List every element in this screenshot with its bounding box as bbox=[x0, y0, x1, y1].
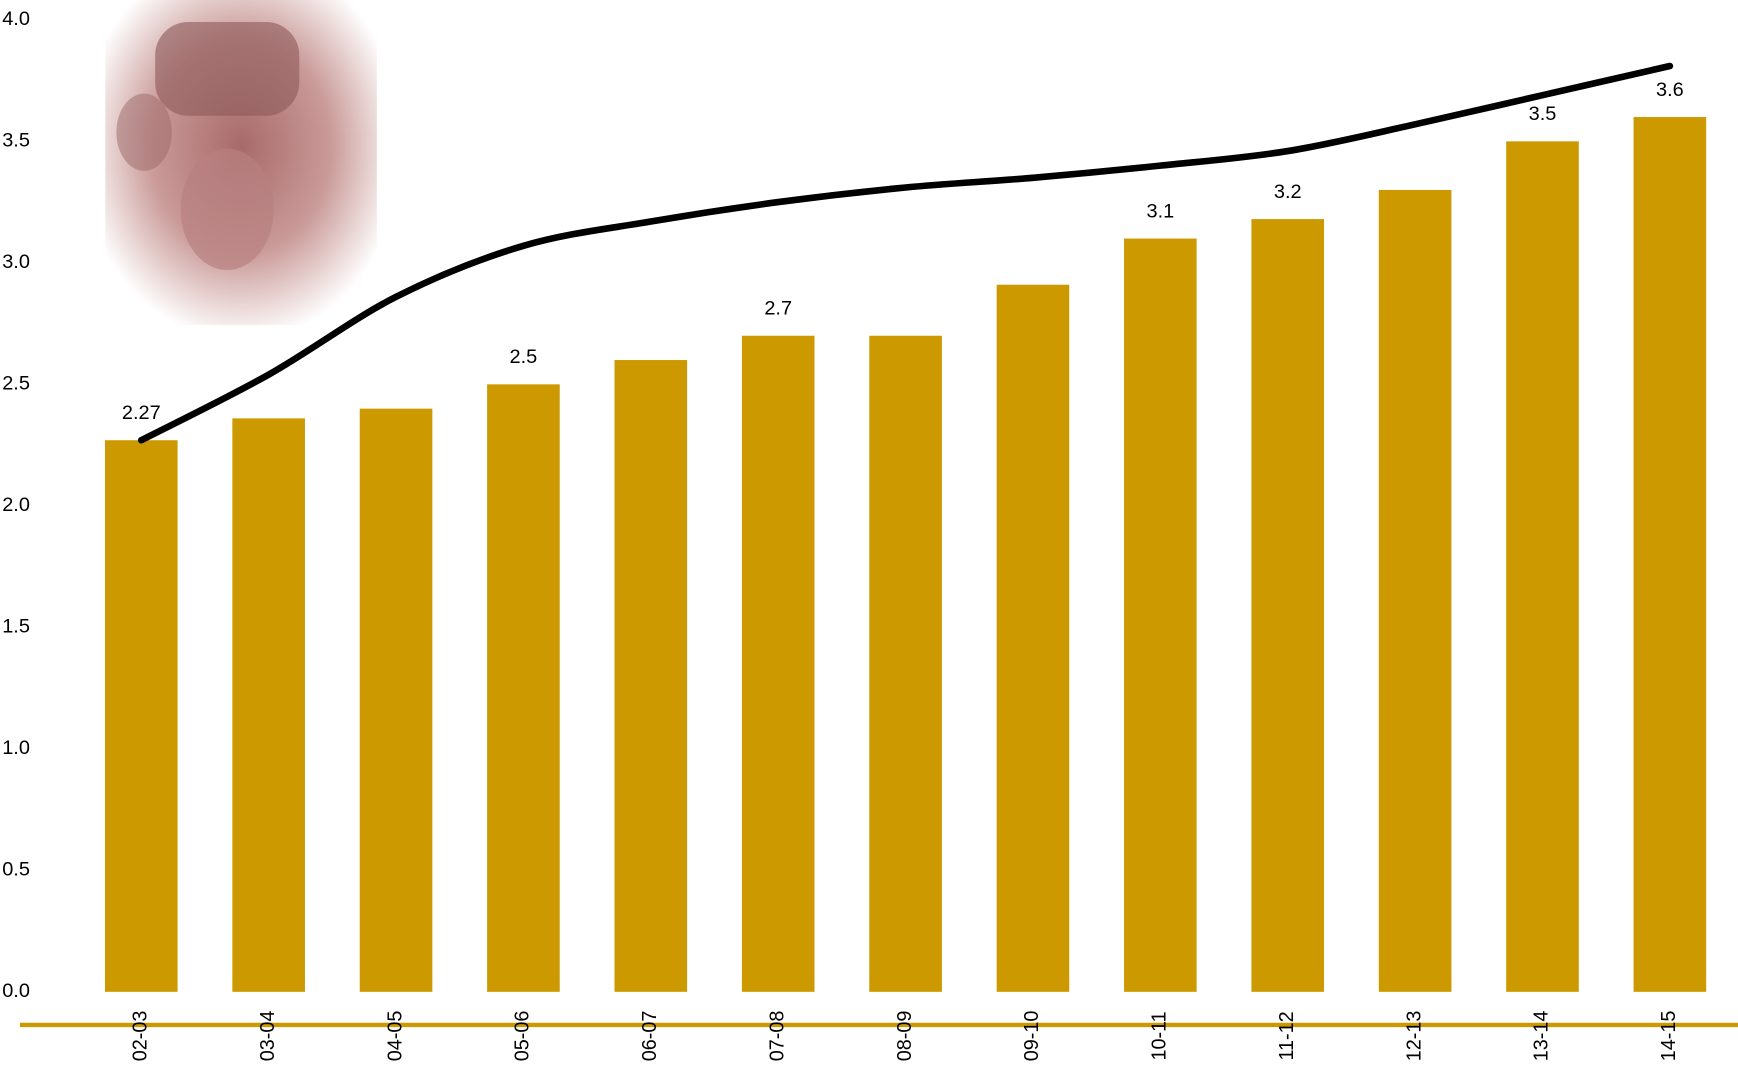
bar bbox=[741, 335, 815, 992]
y-tick-label: 3.0 bbox=[2, 251, 30, 273]
data-label: 3.5 bbox=[1529, 103, 1557, 125]
x-tick-label: 02-03 bbox=[129, 1011, 151, 1062]
bar bbox=[996, 284, 1070, 992]
y-tick-label: 1.5 bbox=[2, 616, 30, 638]
data-label: 2.5 bbox=[510, 346, 538, 368]
bar bbox=[1251, 219, 1325, 992]
x-tick-label: 12-13 bbox=[1403, 1011, 1425, 1062]
x-tick-label: 04-05 bbox=[384, 1011, 406, 1062]
bar bbox=[1633, 117, 1707, 992]
y-tick-label: 1.0 bbox=[2, 737, 30, 759]
bar bbox=[1506, 141, 1579, 992]
data-label: 3.6 bbox=[1656, 79, 1684, 101]
x-tick-label: 07-08 bbox=[766, 1011, 788, 1062]
bar bbox=[487, 384, 560, 992]
bar bbox=[232, 418, 305, 992]
bar bbox=[104, 440, 178, 992]
trend-line bbox=[137, 62, 1674, 444]
bar bbox=[1378, 189, 1452, 992]
x-tick-label: 09-10 bbox=[1021, 1011, 1043, 1062]
x-tick-label: 03-04 bbox=[257, 1011, 279, 1062]
photo-illustration bbox=[105, 0, 377, 326]
bar bbox=[1124, 238, 1197, 992]
x-tick-label: 05-06 bbox=[512, 1011, 534, 1062]
y-tick-label: 0.5 bbox=[2, 859, 30, 881]
data-label: 2.27 bbox=[122, 402, 161, 424]
bar bbox=[359, 408, 433, 992]
x-tick-label: 08-09 bbox=[894, 1011, 916, 1062]
bar bbox=[869, 335, 942, 992]
y-tick-label: 2.5 bbox=[2, 373, 30, 395]
y-tick-label: 3.5 bbox=[2, 130, 30, 152]
y-tick-label: 4.0 bbox=[2, 8, 30, 30]
data-label: 3.2 bbox=[1274, 181, 1302, 203]
x-tick-label: 14-15 bbox=[1658, 1011, 1680, 1062]
y-tick-label: 2.0 bbox=[2, 494, 30, 516]
x-tick-label: 11-12 bbox=[1276, 1011, 1298, 1060]
bar bbox=[614, 360, 688, 992]
x-tick-label: 10-11 bbox=[1149, 1011, 1171, 1060]
data-label: 3.1 bbox=[1146, 200, 1174, 222]
x-tick-label: 06-07 bbox=[639, 1011, 661, 1062]
y-tick-label: 0.0 bbox=[2, 980, 30, 1002]
x-tick-label: 13-14 bbox=[1531, 1011, 1553, 1062]
data-label: 2.7 bbox=[764, 298, 792, 320]
